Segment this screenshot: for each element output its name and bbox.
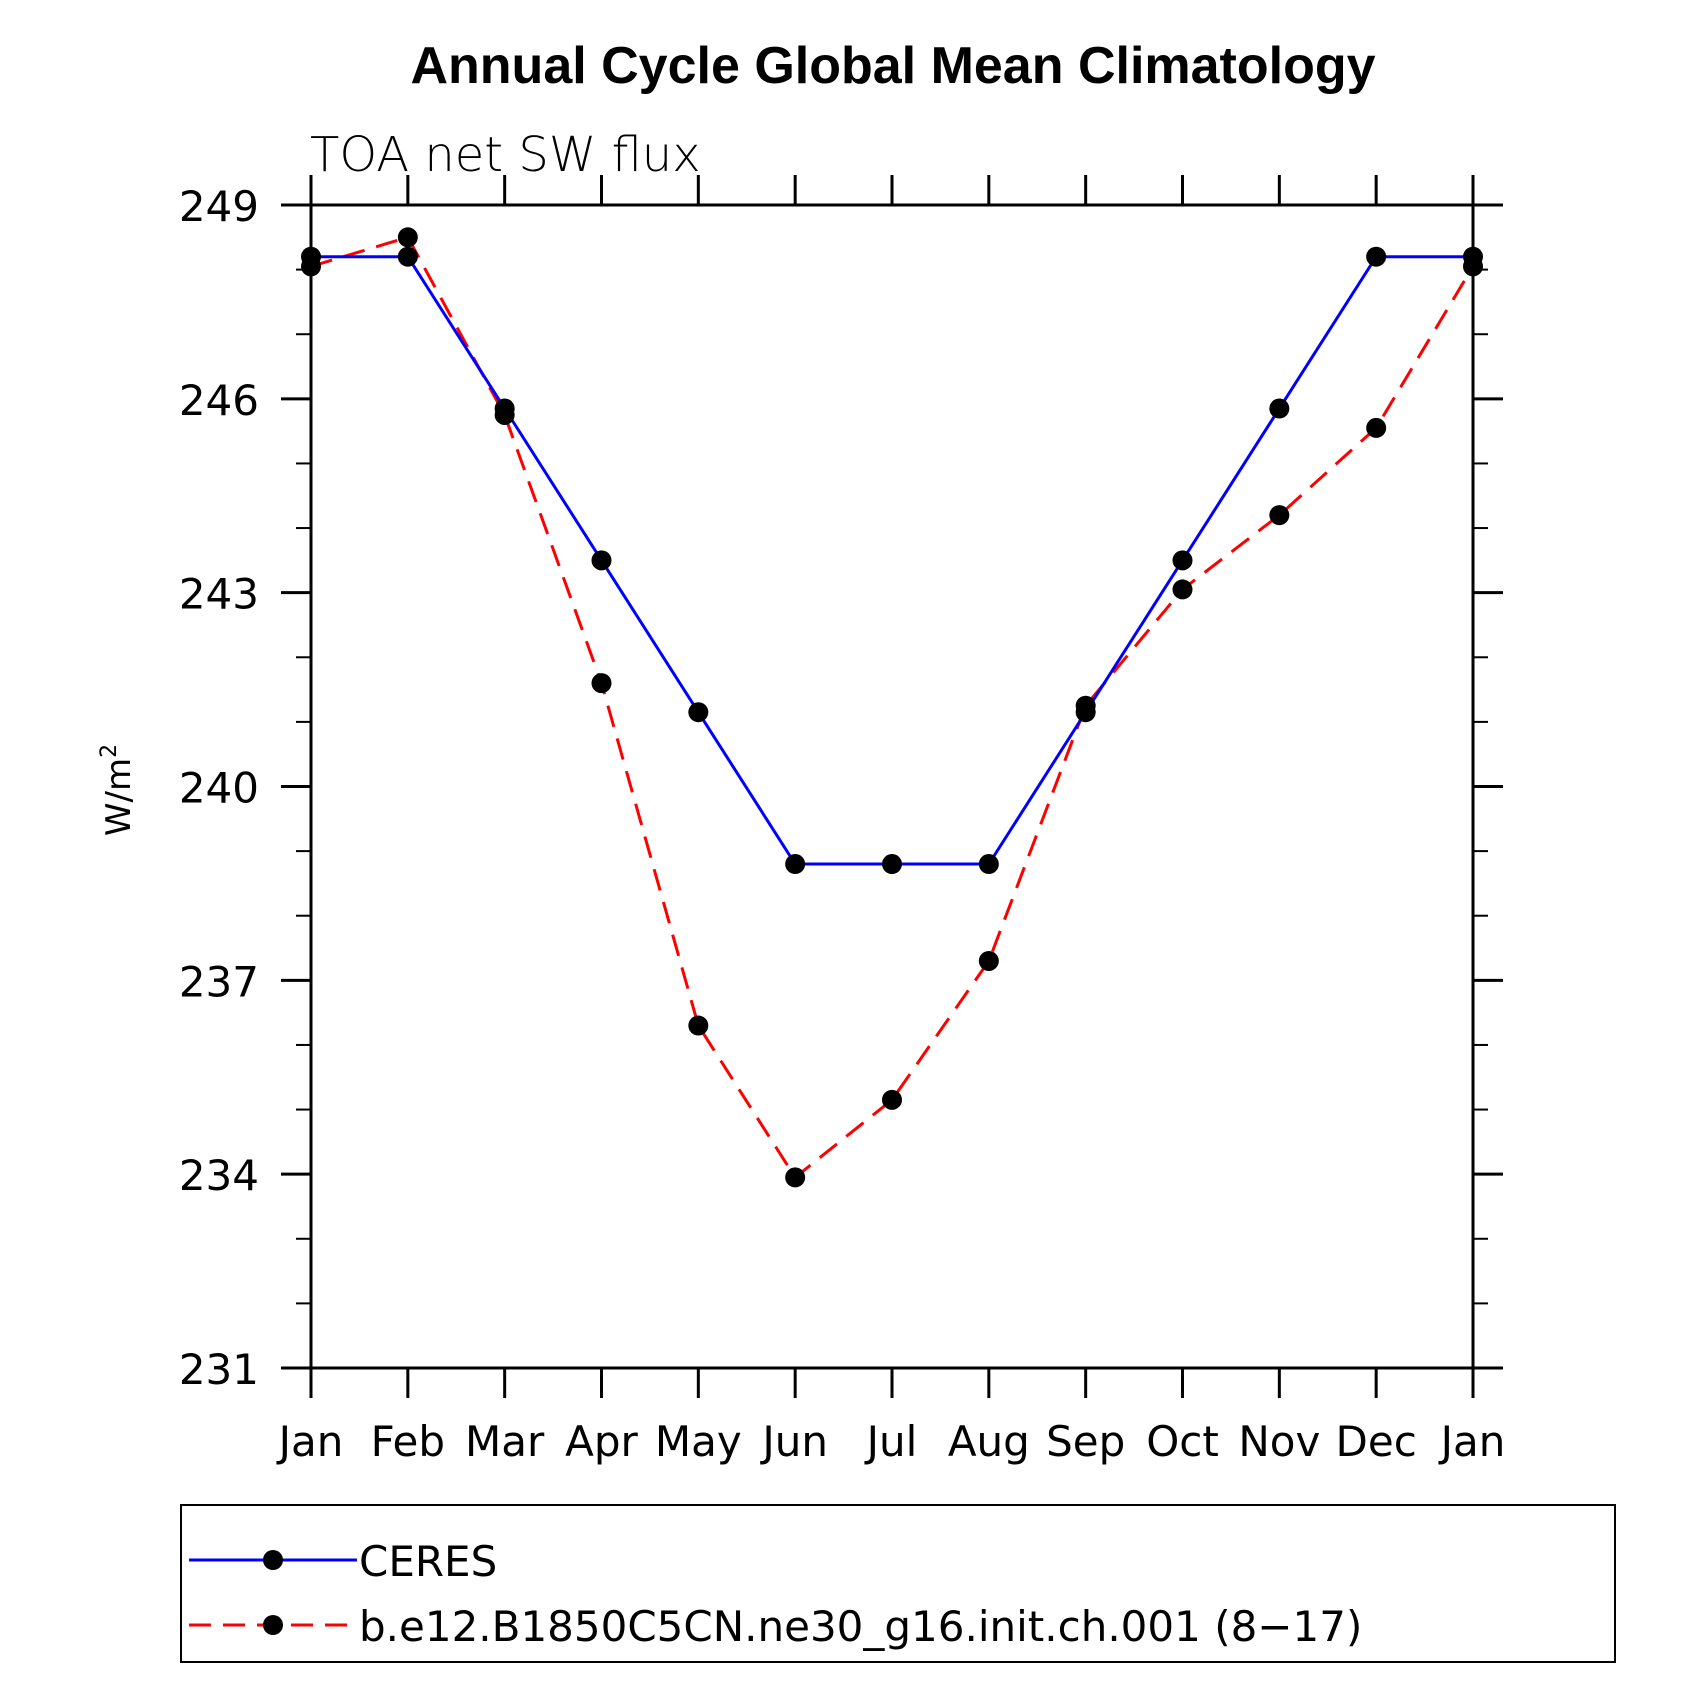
series-0-point [494,398,515,419]
series-1-point [1269,505,1290,526]
series-1-point [591,673,612,694]
y-tick-label: 231 [179,1345,259,1394]
series-0-point [978,854,999,875]
legend-label-1: b.e12.B1850C5CN.ne30_g16.init.ch.001 (8−… [359,1602,1362,1651]
legend-marker-1 [263,1615,283,1635]
series-0-point [397,246,418,267]
x-tick-label: Nov [1238,1417,1320,1466]
series-line-0 [311,255,1473,866]
y-tick-label: 237 [179,957,259,1006]
x-tick-label: Feb [371,1417,445,1466]
x-tick-label: Jan [1438,1417,1506,1466]
y-tick-label: 249 [179,182,259,231]
y-tick-label: 246 [179,376,259,425]
x-tick-label: Oct [1146,1417,1219,1466]
chart-title: Annual Cycle Global Mean Climatology [410,37,1375,95]
series-1-point [397,227,418,248]
series-0-point [882,854,902,875]
legend-label-0: CERES [359,1537,497,1586]
series-0-point [1463,246,1483,267]
series-0-point [1172,550,1193,571]
series-0-point [1269,398,1290,419]
y-tick-label: 243 [179,570,259,619]
x-tick-label: May [655,1417,742,1466]
series-0-point [1366,246,1387,267]
x-tick-label: Jun [759,1417,828,1466]
x-tick-label: Aug [948,1417,1030,1466]
y-axis-label: W/m2 [97,744,139,836]
y-axis-label-text: W/m [99,758,139,836]
series-1-point [688,1015,709,1036]
series-1-point [785,1167,806,1188]
y-axis-label-superscript: 2 [97,744,122,758]
series-0-point [688,702,709,723]
chart-subtitle: TOA net SW flux [310,127,701,183]
x-tick-label: Dec [1336,1417,1417,1466]
legend-marker-0 [263,1550,283,1570]
axes: Jan Feb Mar Apr May Jun Jul Aug Sep Oct Nov Dec Jan 2… [179,175,1506,1466]
x-tick-label: Apr [565,1417,638,1466]
y-tick-label: 240 [179,764,259,813]
series-1-point [1172,579,1193,600]
x-tick-label: Jul [864,1417,918,1466]
legend-box [180,1504,1616,1663]
series-0-point [591,550,612,571]
x-tick-label: Jan [276,1417,344,1466]
y-tick-label: 234 [179,1151,259,1200]
series-1-point [978,950,999,971]
x-tick-label: Sep [1046,1417,1125,1466]
x-tick-label: Mar [465,1417,545,1466]
series-1-point [1366,417,1387,438]
legend: CERES b.e12.B1850C5CN.ne30_g16.init.ch.00… [180,1504,1616,1663]
series-layer [301,227,1483,1188]
series-0-point [301,246,321,267]
series-0-point [785,854,806,875]
series-1-point [882,1089,902,1110]
series-0-point [1075,702,1096,723]
